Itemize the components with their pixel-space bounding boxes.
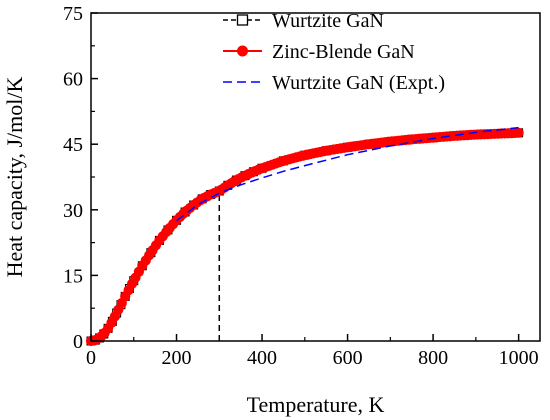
plot-content	[85, 126, 524, 347]
x-tick-label: 1000	[499, 347, 539, 369]
legend-entry-wurtzite: Wurtzite GaN	[223, 10, 384, 32]
y-tick-label: 15	[63, 265, 83, 287]
legend: Wurtzite GaN Zinc-Blende GaN Wurtzite Ga…	[223, 10, 445, 94]
series-wurtzite-expt-line	[176, 126, 519, 222]
axis-ticks: 0 200 400 600 800 1000 0 15 30 45 60 75	[63, 3, 539, 369]
x-tick-label: 600	[333, 347, 363, 369]
series-zinc-blende-point	[513, 127, 524, 138]
y-tick-label: 60	[63, 69, 83, 91]
y-tick-label: 30	[63, 200, 83, 222]
x-tick-label: 400	[247, 347, 277, 369]
legend-swatch-zinc-blende-marker	[237, 45, 248, 57]
y-tick-label: 0	[73, 331, 83, 353]
legend-label-wurtzite-expt: Wurtzite GaN (Expt.)	[272, 72, 445, 94]
y-tick-label: 75	[63, 3, 83, 25]
legend-label-zinc-blende: Zinc-Blende GaN	[272, 41, 415, 63]
legend-entry-wurtzite-expt: Wurtzite GaN (Expt.)	[223, 72, 445, 94]
y-tick-label: 45	[63, 134, 83, 156]
x-tick-label: 800	[418, 347, 448, 369]
x-tick-label: 0	[86, 347, 96, 369]
y-axis-title: Heat capacity, J/mol/K	[2, 77, 27, 278]
legend-label-wurtzite: Wurtzite GaN	[272, 10, 384, 32]
x-tick-label: 200	[162, 347, 192, 369]
legend-swatch-wurtzite-marker	[236, 14, 249, 26]
x-axis-title: Temperature, K	[247, 392, 385, 417]
legend-entry-zinc-blende: Zinc-Blende GaN	[223, 41, 415, 63]
